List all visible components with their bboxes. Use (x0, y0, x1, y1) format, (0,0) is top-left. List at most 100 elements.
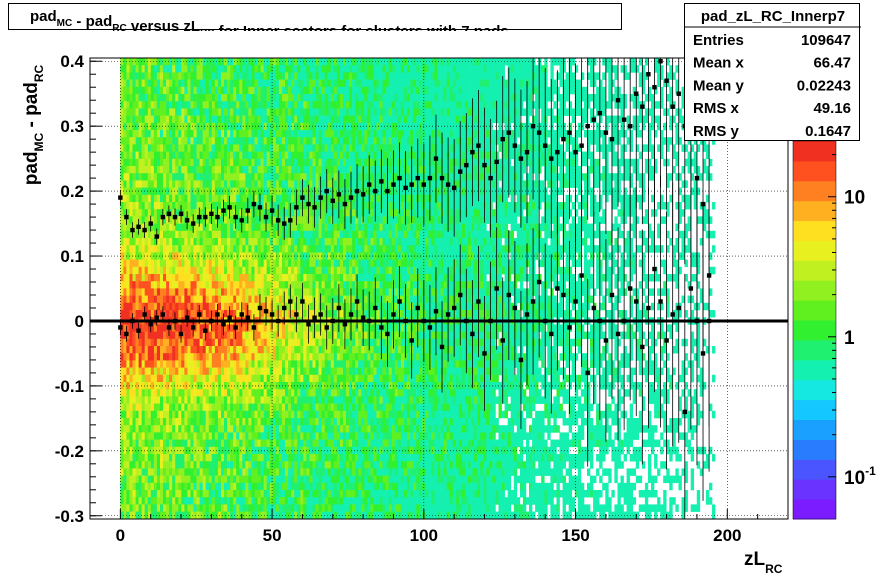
heat-cell (123, 58, 127, 66)
heat-cell (163, 353, 167, 361)
heat-cell (318, 346, 322, 354)
heat-cell (236, 346, 240, 354)
heat-cell (315, 259, 319, 268)
heat-cell (324, 238, 329, 246)
heat-cell (288, 266, 292, 275)
heat-cell (144, 245, 149, 253)
heat-cell (312, 259, 316, 268)
heat-cell (269, 58, 274, 66)
heat-cell (285, 180, 289, 188)
heat-cell (193, 475, 197, 484)
heat-cell (175, 58, 179, 66)
heat-cell (285, 410, 289, 419)
heat-cell (153, 338, 158, 347)
heat-cell (269, 446, 274, 455)
heat-cell (153, 173, 158, 181)
heat-cell (205, 151, 210, 160)
heat-cell (278, 288, 283, 296)
heat-cell (315, 432, 319, 440)
heat-cell (303, 137, 307, 145)
heat-cell (263, 187, 268, 196)
heat-cell (126, 223, 130, 232)
heat-cell (202, 418, 207, 426)
heat-cell (260, 72, 264, 80)
heat-cell (269, 353, 274, 361)
heat-cell (242, 518, 246, 519)
heat-cell (303, 324, 307, 332)
heat-cell (169, 497, 173, 505)
heat-cell (181, 173, 185, 181)
heat-cell (129, 79, 133, 88)
heat-cell (150, 468, 155, 476)
heat-cell (303, 101, 307, 109)
heat-cell (227, 518, 231, 519)
heat-cell (217, 65, 222, 73)
heat-cell (285, 245, 289, 253)
heat-cell (153, 396, 158, 404)
heat-cell (172, 360, 176, 368)
heat-cell (263, 173, 268, 181)
heat-cell (211, 331, 216, 340)
heat-cell (184, 94, 188, 102)
heat-cell (172, 259, 176, 268)
heat-cell (312, 94, 316, 102)
heat-cell (190, 259, 194, 268)
heat-cell (248, 497, 252, 505)
heat-cell (163, 259, 167, 268)
heat-cell (303, 439, 307, 448)
heat-cell (257, 475, 261, 484)
heat-cell (333, 274, 338, 282)
heat-cell (221, 65, 225, 73)
heat-cell (263, 389, 268, 397)
heat-cell (205, 173, 210, 181)
heat-cell (227, 281, 231, 289)
heat-cell (202, 259, 207, 268)
heat-cell (324, 454, 329, 462)
heat-cell (330, 497, 335, 505)
heat-cell (245, 202, 249, 210)
heat-cell (160, 281, 164, 289)
heat-cell (150, 511, 155, 519)
heat-cell (187, 288, 191, 296)
heat-cell (169, 439, 173, 448)
heat-cell (269, 209, 274, 217)
heat-cell (138, 252, 142, 260)
heat-cell (300, 382, 304, 390)
heat-cell (214, 86, 219, 95)
heat-cell (309, 108, 313, 116)
heat-cell (239, 410, 243, 419)
heat-cell (190, 202, 194, 210)
heat-cell (278, 101, 283, 109)
heat-cell (181, 295, 185, 304)
heat-cell (190, 468, 194, 476)
heat-cell (156, 94, 161, 102)
heat-cell (153, 302, 158, 311)
heat-cell (251, 79, 255, 88)
heat-cell (269, 288, 274, 296)
heat-cell (211, 302, 216, 311)
heat-cell (214, 144, 219, 152)
heat-cell (175, 223, 179, 232)
heat-cell (336, 166, 341, 174)
heat-cell (272, 259, 277, 268)
heat-cell (208, 310, 213, 318)
heat-cell (156, 173, 161, 181)
heat-cell (169, 144, 173, 152)
heat-cell (297, 209, 301, 217)
heat-cell (306, 461, 310, 469)
heat-cell (245, 94, 249, 102)
heat-cell (129, 288, 133, 296)
heat-cell (242, 202, 246, 210)
heat-cell (254, 403, 258, 412)
heat-cell (141, 151, 146, 160)
heat-cell (150, 230, 155, 239)
heat-cell (254, 274, 258, 282)
heat-cell (245, 65, 249, 73)
heat-cell (178, 158, 182, 167)
heat-cell (120, 302, 124, 311)
heat-cell (260, 166, 264, 174)
heat-cell (224, 238, 228, 246)
heat-cell (224, 58, 228, 66)
heat-cell (172, 490, 176, 498)
heat-cell (190, 288, 194, 296)
